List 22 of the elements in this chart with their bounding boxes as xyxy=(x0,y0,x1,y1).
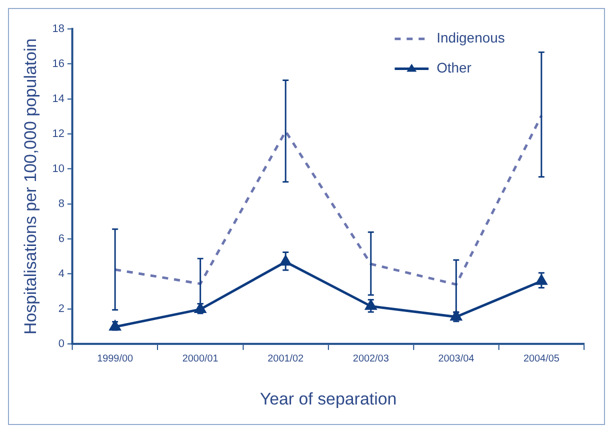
y-tick-label: 14 xyxy=(52,92,64,105)
legend-label: Other xyxy=(436,60,472,76)
y-tick-label: 16 xyxy=(52,58,64,70)
y-tick-label: 8 xyxy=(58,198,64,210)
point xyxy=(536,274,547,285)
x-tick-label: 2002/03 xyxy=(352,354,390,365)
legend-label: Indigenous xyxy=(436,30,505,46)
x-tick-label: 1999/00 xyxy=(97,354,134,365)
x-tick-label: 2004/05 xyxy=(523,354,560,365)
y-tick-label: 18 xyxy=(52,22,64,35)
y-axis-title: Hospitalisations per 100,000 populatoin xyxy=(20,38,40,335)
x-tick-label: 2001/02 xyxy=(268,354,304,365)
y-tick-label: 10 xyxy=(52,162,64,175)
line-series xyxy=(114,114,543,286)
y-tick-label: 6 xyxy=(58,232,64,245)
x-axis-title: Year of separation xyxy=(260,390,397,409)
y-tick-label: 2 xyxy=(58,303,64,315)
y-tick-label: 12 xyxy=(52,128,64,140)
y-tick-label: 4 xyxy=(58,268,64,280)
x-tick-label: 2003/04 xyxy=(438,354,475,365)
y-tick-label: 0 xyxy=(58,338,64,350)
x-tick-label: 2000/01 xyxy=(182,354,219,365)
